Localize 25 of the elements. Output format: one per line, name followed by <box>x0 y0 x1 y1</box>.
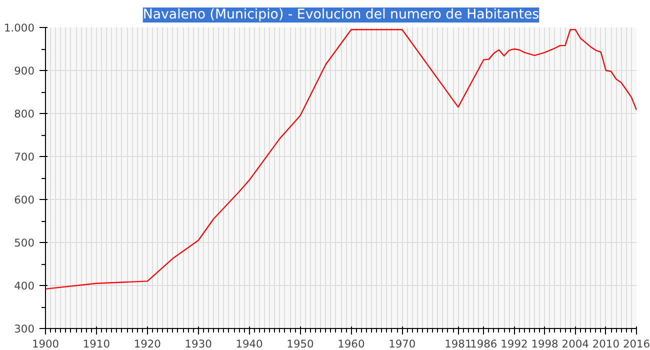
y-tick-label: 300 <box>14 322 35 336</box>
x-tick-label: 1998 <box>531 338 559 350</box>
y-tick-label: 400 <box>14 280 35 292</box>
y-tick-label: 500 <box>14 236 35 250</box>
x-tick-label: 1986 <box>470 338 498 350</box>
y-tick-label: 900 <box>14 64 35 78</box>
x-tick-label: 1950 <box>286 338 314 350</box>
x-tick-label: 1900 <box>32 338 60 350</box>
y-tick-label: 600 <box>14 194 35 206</box>
x-tick-label: 1960 <box>338 338 365 350</box>
y-tick-label: 800 <box>14 108 35 120</box>
y-tick-label: 1.000 <box>4 22 35 34</box>
x-tick-label: 1910 <box>82 338 110 350</box>
line-series <box>46 29 636 290</box>
x-tick-label: 1940 <box>236 338 264 350</box>
x-tick-label: 1981 <box>444 338 472 350</box>
x-tick-label: 1920 <box>134 338 162 350</box>
x-tick-label: 2010 <box>592 338 620 350</box>
x-tick-label: 1992 <box>500 338 528 350</box>
x-tick-label: 2016 <box>622 338 650 350</box>
chart-title: Navaleno (Municipio) - Evolucion del numero de Habitantes <box>142 8 540 22</box>
x-tick-label: 1930 <box>184 338 212 350</box>
y-tick-label: 700 <box>14 150 35 164</box>
x-tick-label: 1970 <box>388 338 416 350</box>
x-tick-label: 2004 <box>562 338 590 350</box>
